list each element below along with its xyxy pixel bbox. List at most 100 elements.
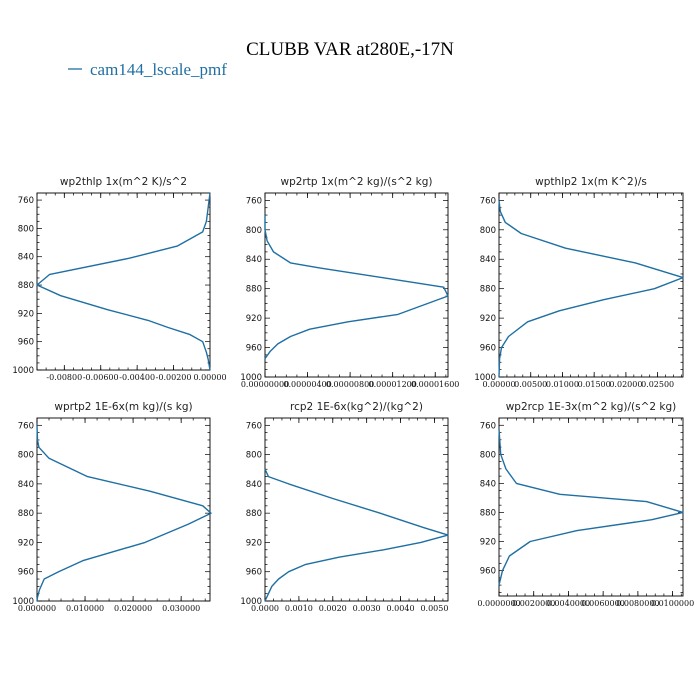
plot-frame <box>498 192 684 378</box>
y-tick-label: 920 <box>246 538 262 548</box>
x-tick-label: 0.00001200 <box>368 380 416 389</box>
plot-frame <box>36 417 211 602</box>
x-tick-label: -0.00400 <box>119 373 155 382</box>
y-tick-label: 760 <box>480 196 496 206</box>
y-tick-label: 800 <box>246 226 262 236</box>
x-tick-label: 0.0040 <box>387 604 415 613</box>
y-tick-label: 760 <box>246 196 262 206</box>
y-tick-label: 1000 <box>240 597 262 607</box>
x-tick-label: 0.0000 <box>251 604 279 613</box>
y-tick-label: 800 <box>18 451 34 461</box>
plot-frame <box>498 417 684 597</box>
series-line <box>498 428 684 586</box>
y-tick-label: 800 <box>246 451 262 461</box>
y-tick-label: 880 <box>246 509 262 519</box>
panel-1: wp2thlp 1x(m^2 K)/s^2 760 800 840 880 920 960 1… <box>12 176 226 382</box>
x-tick-label: -0.00600 <box>83 373 119 382</box>
y-tick-label: 840 <box>480 255 496 265</box>
y-tick-label: 840 <box>480 479 496 489</box>
plot-frame <box>264 192 449 378</box>
legend-label: cam144_lscale_pmf <box>90 60 227 79</box>
y-tick-label: 880 <box>480 508 496 518</box>
x-tick-label: 0.0080000 <box>616 599 659 608</box>
y-tick-label: 800 <box>18 224 34 234</box>
y-tick-label: 880 <box>246 285 262 295</box>
x-tick-label: 0.00000800 <box>326 380 374 389</box>
y-tick-label: 880 <box>18 281 34 291</box>
y-tick-label: 1000 <box>474 373 496 383</box>
y-tick-label: 960 <box>480 567 496 577</box>
panel-title: rcp2 1E-6x(kg^2)/(kg^2) <box>290 401 423 413</box>
panel-6: wp2rcp 1E-3x(m^2 kg)/(s^2 kg) 760 800 840 88… <box>477 401 694 608</box>
panel-3: wpthlp2 1x(m K^2)/s 760 800 840 880 920 960 100… <box>474 176 684 389</box>
x-tick-label: 0.00001600 <box>411 380 459 389</box>
series-line <box>36 425 212 602</box>
x-tick-label: 0.000000 <box>18 604 56 613</box>
y-tick-label: 920 <box>480 538 496 548</box>
y-tick-label: 760 <box>246 421 262 431</box>
series-line <box>498 200 684 378</box>
x-tick-label: 0.0020000 <box>512 599 555 608</box>
x-tick-label: 0.0000000 <box>477 599 520 608</box>
y-tick-label: 920 <box>246 314 262 324</box>
x-tick-label: 0.020000 <box>114 604 152 613</box>
figure-title: CLUBB VAR at280E,-17N <box>246 39 454 60</box>
y-tick-label: 840 <box>18 253 34 263</box>
x-tick-label: -0.00200 <box>156 373 192 382</box>
panel-title: wprtp2 1E-6x(m kg)/(s kg) <box>54 401 192 413</box>
x-tick-label: 0.00000000 <box>241 380 289 389</box>
y-tick-label: 920 <box>480 314 496 324</box>
y-tick-label: 960 <box>18 568 34 578</box>
y-tick-label: 960 <box>246 568 262 578</box>
y-tick-label: 840 <box>18 480 34 490</box>
x-tick-label: 0.02500 <box>641 380 674 389</box>
x-tick-label: 0.00000 <box>482 380 515 389</box>
y-tick-label: 760 <box>18 196 34 206</box>
y-tick-label: 1000 <box>240 373 262 383</box>
y-tick-label: 960 <box>246 344 262 354</box>
panel-title: wp2thlp 1x(m^2 K)/s^2 <box>60 176 187 188</box>
panel-title: wp2rcp 1E-3x(m^2 kg)/(s^2 kg) <box>506 401 677 413</box>
x-tick-label: 0.0020 <box>319 604 347 613</box>
x-tick-label: 0.030000 <box>162 604 200 613</box>
y-tick-label: 840 <box>246 255 262 265</box>
y-tick-label: 1000 <box>12 366 34 376</box>
y-tick-label: 960 <box>480 344 496 354</box>
x-tick-label: 0.010000 <box>66 604 104 613</box>
x-tick-label: 0.00000 <box>193 373 226 382</box>
panel-4: wprtp2 1E-6x(m kg)/(s kg) 760 800 840 880 920… <box>12 401 212 613</box>
y-tick-label: 800 <box>480 450 496 460</box>
y-tick-label: 760 <box>480 421 496 431</box>
y-tick-label: 880 <box>480 285 496 295</box>
x-tick-label: 0.00500 <box>514 380 547 389</box>
y-tick-label: 840 <box>246 480 262 490</box>
plot-frame <box>36 192 211 371</box>
x-tick-label: 0.0040000 <box>547 599 590 608</box>
x-tick-label: 0.01000 <box>546 380 579 389</box>
y-tick-label: 920 <box>18 309 34 319</box>
x-tick-label: 0.0050 <box>420 604 448 613</box>
series-line <box>36 192 211 371</box>
panel-title: wpthlp2 1x(m K^2)/s <box>535 176 647 188</box>
series-line <box>264 215 449 360</box>
x-tick-label: 0.0010 <box>285 604 313 613</box>
y-tick-label: 920 <box>18 538 34 548</box>
y-tick-label: 960 <box>18 338 34 348</box>
plot-frame <box>264 417 449 602</box>
y-tick-label: 800 <box>480 226 496 236</box>
series-line <box>264 468 449 602</box>
y-tick-label: 760 <box>18 421 34 431</box>
x-tick-label: 0.0030 <box>353 604 381 613</box>
x-tick-label: -0.00800 <box>46 373 82 382</box>
legend: cam144_lscale_pmf <box>68 60 227 79</box>
x-tick-label: 0.01500 <box>578 380 611 389</box>
x-tick-label: 0.0100000 <box>651 599 694 608</box>
y-tick-label: 880 <box>18 509 34 519</box>
panel-2: wp2rtp 1x(m^2 kg)/(s^2 kg) 760 800 840 880 92… <box>240 176 459 389</box>
x-tick-label: 0.02000 <box>609 380 642 389</box>
x-tick-label: 0.0060000 <box>582 599 625 608</box>
panel-title: wp2rtp 1x(m^2 kg)/(s^2 kg) <box>280 176 432 188</box>
panel-5: rcp2 1E-6x(kg^2)/(kg^2) 760 800 840 880 920 96… <box>240 401 449 613</box>
y-tick-label: 1000 <box>12 597 34 607</box>
